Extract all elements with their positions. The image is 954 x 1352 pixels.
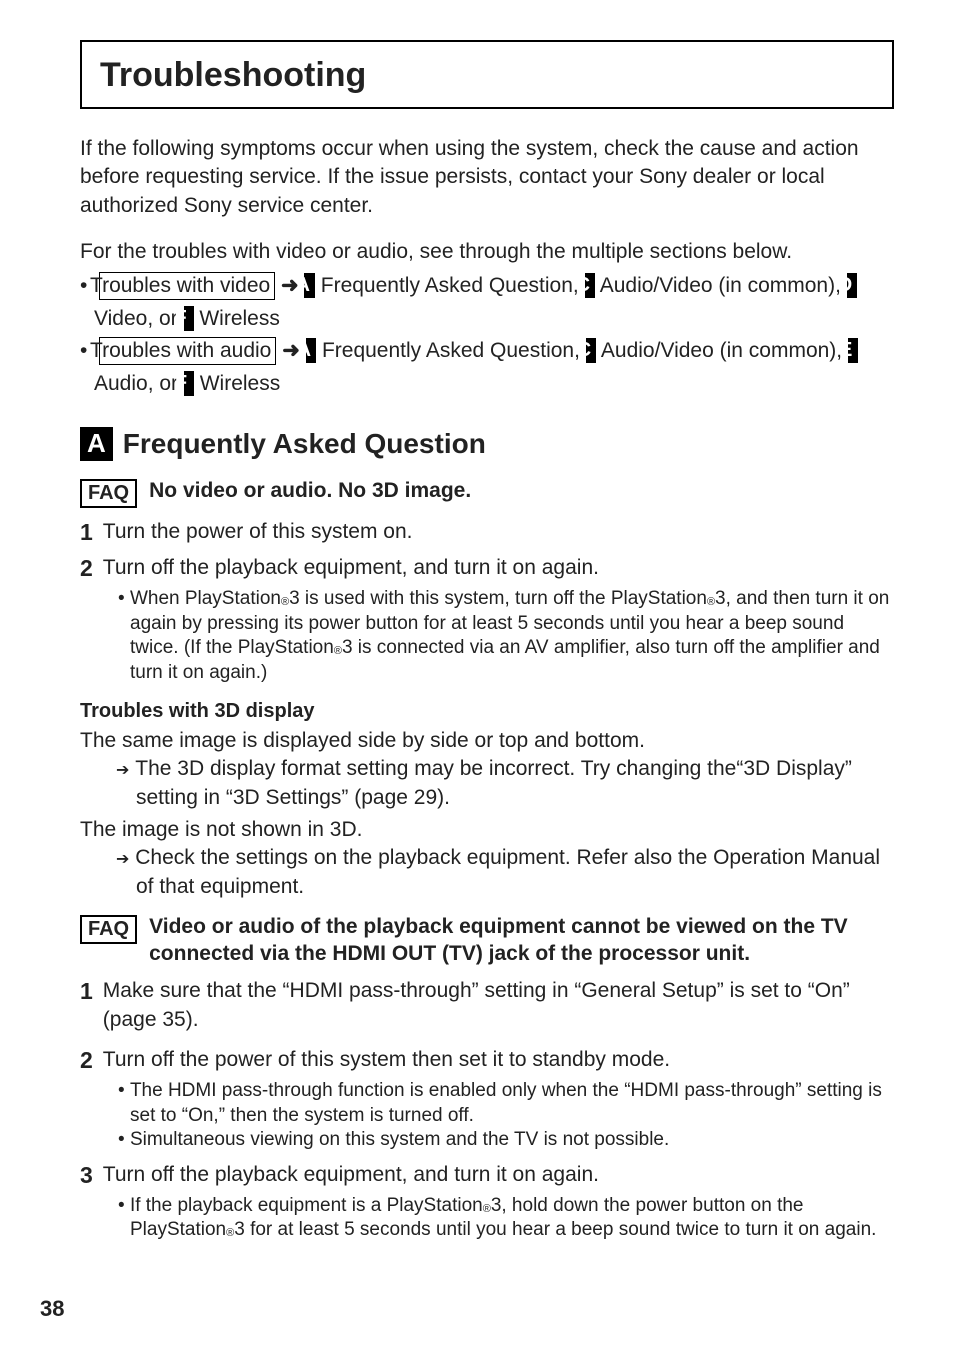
faq2-title: Video or audio of the playback equipment… [149,913,894,968]
see-through-line: For the troubles with video or audio, se… [80,238,894,266]
faq1-step2: 2 Turn off the playback equipment, and t… [80,554,894,583]
step-text: Turn the power of this system on. [103,518,413,546]
faq2-step1: 1 Make sure that the “HDMI pass-through”… [80,977,894,1034]
faq2-step2-note1: The HDMI pass-through function is enable… [118,1079,894,1128]
wireless-text: Wireless [194,307,280,330]
arrow-icon: ➔ [116,851,129,868]
nav-audio-line: Troubles with audio ➜ A Frequently Asked… [80,335,894,400]
wireless-text: Wireless [194,372,280,395]
nav-bullets: Troubles with video ➜ A Frequently Asked… [80,270,894,400]
faq1-step1: 1 Turn the power of this system on. [80,518,894,547]
faq-text: Frequently Asked Question, [315,274,585,297]
faq2-step2-notes: The HDMI pass-through function is enable… [80,1079,894,1153]
step-number: 1 [80,518,93,547]
video-only-text: Video, or [94,307,184,330]
registered-icon: ® [707,596,715,608]
nav-video-line: Troubles with video ➜ A Frequently Asked… [80,270,894,335]
troubles-3d-arrow1: ➔ The 3D display format setting may be i… [80,755,894,812]
troubles-3d-arrow2: ➔ Check the settings on the playback equ… [80,844,894,901]
troubles-3d-line2: The image is not shown in 3D. [80,816,894,844]
faq1-header: FAQ No video or audio. No 3D image. [80,477,894,508]
faq-text: Frequently Asked Question, [316,339,586,362]
faq2-step3-notes: If the playback equipment is a PlayStati… [80,1194,894,1243]
letter-c-icon: C [586,338,596,363]
troubles-3d-heading: Troubles with 3D display [80,700,894,723]
letter-e-icon: E [848,338,858,363]
step-text: Turn off the playback equipment, and tur… [103,554,599,582]
intro-paragraph: If the following symptoms occur when usi… [80,135,894,220]
letter-d-icon: D [847,273,857,298]
letter-a-icon: A [306,338,316,363]
section-title: Frequently Asked Question [123,428,486,460]
troubles-audio-box: Troubles with audio [99,337,276,364]
av-text: Audio/Video (in common), [596,339,848,362]
letter-a-icon: A [304,273,314,298]
faq1-step2-notes: When PlayStation®3 is used with this sys… [80,587,894,686]
step-text: Turn off the playback equipment, and tur… [103,1161,599,1189]
step-number: 1 [80,977,93,1006]
faq2-header: FAQ Video or audio of the playback equip… [80,913,894,968]
faq-badge: FAQ [80,479,137,508]
troubles-3d-line1: The same image is displayed side by side… [80,727,894,755]
letter-f-icon: F [184,371,194,396]
step-text: Turn off the power of this system then s… [103,1046,670,1074]
faq2-step3-note: If the playback equipment is a PlayStati… [118,1194,894,1243]
letter-f-icon: F [184,306,194,331]
step-number: 2 [80,554,93,583]
faq1-title: No video or audio. No 3D image. [149,477,471,504]
step-number: 2 [80,1046,93,1075]
page-number: 38 [40,1296,64,1322]
section-letter-icon: A [80,427,113,461]
faq2-step2: 2 Turn off the power of this system then… [80,1046,894,1075]
faq2-step2-note2: Simultaneous viewing on this system and … [118,1128,894,1153]
registered-icon: ® [483,1203,491,1215]
step-number: 3 [80,1161,93,1190]
troubles-video-box: Troubles with video [99,272,275,299]
registered-icon: ® [281,596,289,608]
letter-c-icon: C [585,273,595,298]
step-text: Make sure that the “HDMI pass-through” s… [103,977,894,1034]
page-title: Troubleshooting [100,56,874,95]
faq1-step2-note: When PlayStation®3 is used with this sys… [118,587,894,686]
registered-icon: ® [334,645,342,657]
section-heading: A Frequently Asked Question [80,427,894,461]
faq-badge: FAQ [80,915,137,944]
faq2-step3: 3 Turn off the playback equipment, and t… [80,1161,894,1190]
audio-only-text: Audio, or [94,372,184,395]
av-text: Audio/Video (in common), [595,274,847,297]
title-frame: Troubleshooting [80,40,894,109]
arrow-icon: ➔ [116,762,129,779]
